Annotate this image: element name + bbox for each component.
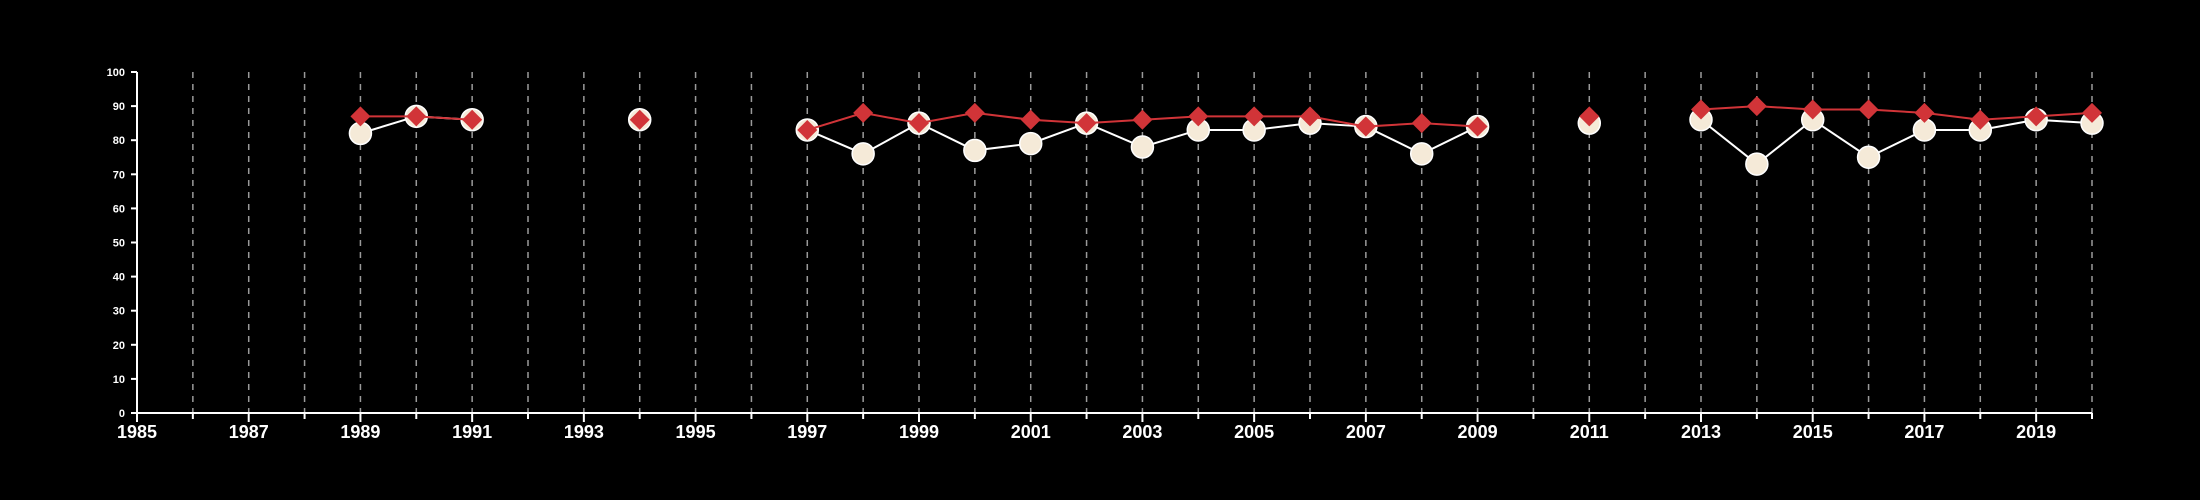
- x-tick-label: 2017: [1904, 422, 1944, 442]
- y-tick-label: 60: [113, 203, 125, 215]
- y-tick-label: 90: [113, 101, 125, 113]
- x-tick-label: 1995: [676, 422, 716, 442]
- y-tick-label: 70: [113, 169, 125, 181]
- data-point-diamond: [964, 102, 985, 123]
- data-point-diamond: [1914, 102, 1935, 123]
- series-1: [350, 96, 2102, 140]
- y-tick-label: 10: [113, 374, 125, 386]
- data-point-diamond: [1188, 106, 1209, 127]
- y-tick-label: 30: [113, 306, 125, 318]
- x-tick-label: 2005: [1234, 422, 1274, 442]
- data-point-diamond: [1355, 116, 1376, 137]
- data-point-diamond: [350, 106, 371, 127]
- data-point-diamond: [1411, 113, 1432, 134]
- data-point-circle: [1856, 145, 1881, 169]
- y-tick-label: 50: [113, 238, 125, 250]
- axes: 0 10 20 30 40 50 60 70 80 90 100 1985 1987 1989 1991 19…: [107, 67, 2093, 442]
- x-tick-label: 2013: [1681, 422, 1721, 442]
- data-point-circle: [1130, 135, 1155, 159]
- x-tick-label: 2001: [1011, 422, 1051, 442]
- data-point-diamond: [1132, 109, 1153, 130]
- data-point-diamond: [797, 119, 818, 140]
- data-point-diamond: [1076, 113, 1097, 134]
- data-point-diamond: [909, 113, 929, 134]
- x-tick-label: 1993: [564, 422, 604, 442]
- data-point-circle: [1018, 131, 1043, 156]
- x-tick-label: 2015: [1793, 422, 1833, 442]
- x-tick-label: 2007: [1346, 422, 1386, 442]
- data-point-diamond: [2026, 106, 2047, 127]
- data-point-diamond: [1244, 106, 1265, 127]
- y-tick-label: 40: [113, 272, 125, 284]
- grid-lines: [192, 72, 2093, 413]
- y-tick-label: 100: [107, 67, 125, 79]
- series-group: [348, 96, 2104, 176]
- x-tick-label: 2003: [1122, 422, 1162, 442]
- data-point-diamond: [629, 109, 650, 130]
- y-tick-label: 0: [119, 408, 125, 420]
- data-point-circle: [1409, 142, 1434, 166]
- x-tick-label: 1997: [787, 422, 827, 442]
- y-tick-label: 20: [113, 340, 125, 352]
- data-point-diamond: [1858, 99, 1879, 120]
- data-point-diamond: [1746, 96, 1767, 117]
- x-tick-label: 1989: [340, 422, 380, 442]
- data-point-diamond: [2082, 102, 2102, 123]
- x-tick-label: 1991: [452, 422, 492, 442]
- data-point-diamond: [1467, 116, 1488, 137]
- data-point-diamond: [1579, 106, 1600, 127]
- data-point-diamond: [1802, 99, 1823, 120]
- data-point-diamond: [1970, 109, 1991, 130]
- data-point-diamond: [853, 102, 874, 123]
- data-point-diamond: [1300, 106, 1320, 127]
- x-tick-label: 2019: [2016, 422, 2056, 442]
- x-tick-label: 2009: [1458, 422, 1498, 442]
- data-point-diamond: [1691, 99, 1711, 120]
- data-point-diamond: [406, 106, 427, 127]
- data-point-diamond: [1020, 109, 1041, 130]
- data-point-circle: [1745, 152, 1769, 176]
- data-point-circle: [851, 142, 875, 166]
- x-tick-label: 1985: [117, 422, 157, 442]
- data-point-diamond: [462, 109, 483, 130]
- x-tick-label: 1987: [229, 422, 269, 442]
- x-tick-label: 1999: [899, 422, 939, 442]
- y-tick-label: 80: [113, 135, 125, 147]
- data-point-circle: [963, 138, 987, 163]
- x-tick-label: 2011: [1570, 422, 1609, 442]
